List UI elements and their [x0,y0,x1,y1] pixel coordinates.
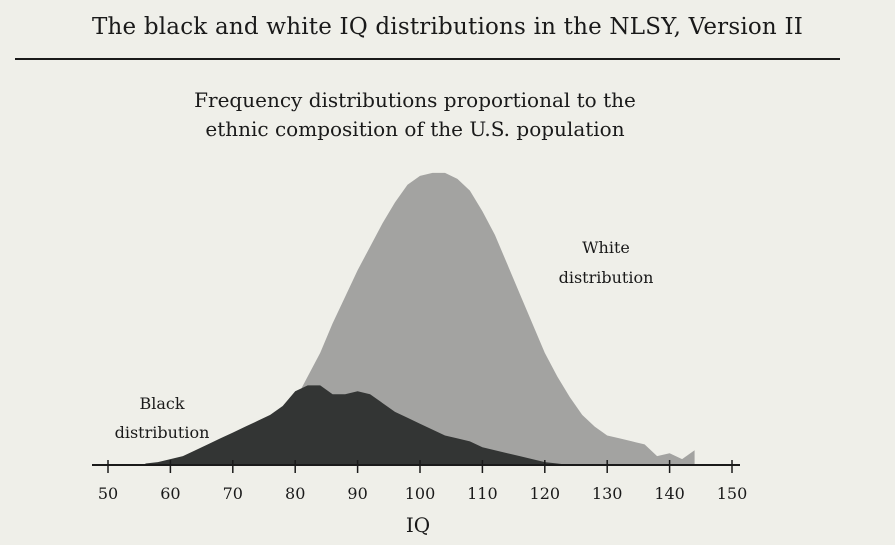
x-tick-label-130: 130 [592,484,623,503]
x-tick-label-90: 90 [347,484,367,503]
title-rule [15,58,840,60]
x-axis-label: IQ [406,513,430,537]
x-tick-label-150: 150 [717,484,748,503]
x-tick-label-120: 120 [530,484,561,503]
x-tick-label-100: 100 [405,484,436,503]
x-tick-label-50: 50 [98,484,118,503]
chart-subtitle-line-1: Frequency distributions proportional to … [194,88,636,112]
white-series-label: White [582,238,630,257]
black-series-label-2: distribution [115,423,210,442]
x-tick-label-60: 60 [160,484,180,503]
x-tick-label-70: 70 [223,484,243,503]
black-series-label: Black [139,394,184,413]
black-distribution-area [145,385,570,465]
white-series-label-2: distribution [559,268,654,287]
x-tick-label-110: 110 [467,484,498,503]
white-distribution-area [232,172,695,465]
x-tick-label-140: 140 [654,484,685,503]
figure-title: The black and white IQ distributions in … [91,14,804,40]
x-tick-label-80: 80 [285,484,305,503]
chart-subtitle-line-2: ethnic composition of the U.S. populatio… [205,117,625,141]
chart-subtitle: Frequency distributions proportional to … [0,86,830,144]
